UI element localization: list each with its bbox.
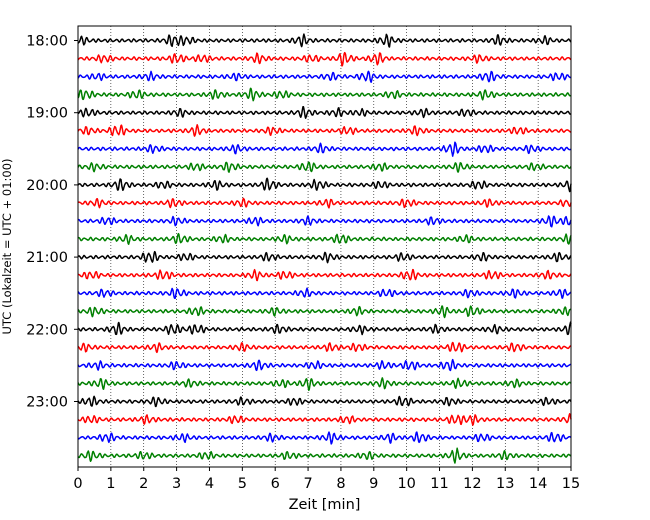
trace-line [77, 321, 572, 336]
y-tick-label: 20:00 [26, 178, 68, 194]
trace-line [77, 161, 572, 173]
x-tick-label: 8 [336, 476, 345, 492]
y-tick-label: 22:00 [26, 322, 68, 338]
x-tick-label: 1 [106, 476, 115, 492]
x-tick-label: 3 [172, 476, 181, 492]
trace-line [77, 447, 572, 464]
x-tick-label: 5 [238, 476, 247, 492]
x-tick-label: 2 [139, 476, 148, 492]
trace-line [77, 431, 572, 445]
trace-line [77, 33, 572, 48]
trace-line [77, 215, 572, 228]
trace-line [77, 358, 572, 372]
trace-line [77, 395, 572, 408]
trace-line [77, 413, 572, 426]
x-axis: 0 1 2 3 4 5 6 7 8 9 10 11 12 13 14 15 [73, 467, 580, 492]
trace-line [77, 197, 572, 209]
trace-line [77, 177, 572, 193]
x-tick-label: 0 [73, 476, 82, 492]
trace-line [77, 268, 572, 282]
y-axis-label: UTC (Lokalzeit = UTC + 01:00) [0, 158, 14, 334]
trace-line [77, 106, 572, 119]
trace-line [77, 232, 572, 245]
y-tick-label: 19:00 [26, 106, 68, 122]
x-tick-label: 12 [463, 476, 481, 492]
x-tick-label: 11 [430, 476, 448, 492]
trace-line [77, 305, 572, 319]
trace-line [77, 51, 572, 67]
trace-line [77, 141, 572, 157]
x-tick-label: 13 [496, 476, 514, 492]
trace-line [77, 377, 572, 391]
x-tick-label: 4 [205, 476, 214, 492]
x-tick-label: 6 [271, 476, 280, 492]
x-tick-label: 9 [369, 476, 378, 492]
trace-line [77, 341, 572, 354]
trace-line [77, 250, 572, 264]
trace-line [77, 287, 572, 300]
y-tick-label: 23:00 [26, 395, 68, 411]
x-tick-label: 10 [397, 476, 415, 492]
x-tick-label: 14 [529, 476, 547, 492]
x-tick-label: 15 [562, 476, 580, 492]
trace-line [77, 87, 572, 102]
plot-frame [77, 25, 572, 468]
x-tick-label: 7 [303, 476, 312, 492]
y-axis: 18:00 19:00 20:00 21:00 22:00 23:00 [26, 34, 78, 411]
traces [77, 33, 572, 464]
y-tick-label: 21:00 [26, 250, 68, 266]
trace-line [77, 124, 572, 137]
x-axis-label: Zeit [min] [289, 497, 361, 513]
y-tick-label: 18:00 [26, 34, 68, 50]
trace-line [77, 70, 572, 83]
